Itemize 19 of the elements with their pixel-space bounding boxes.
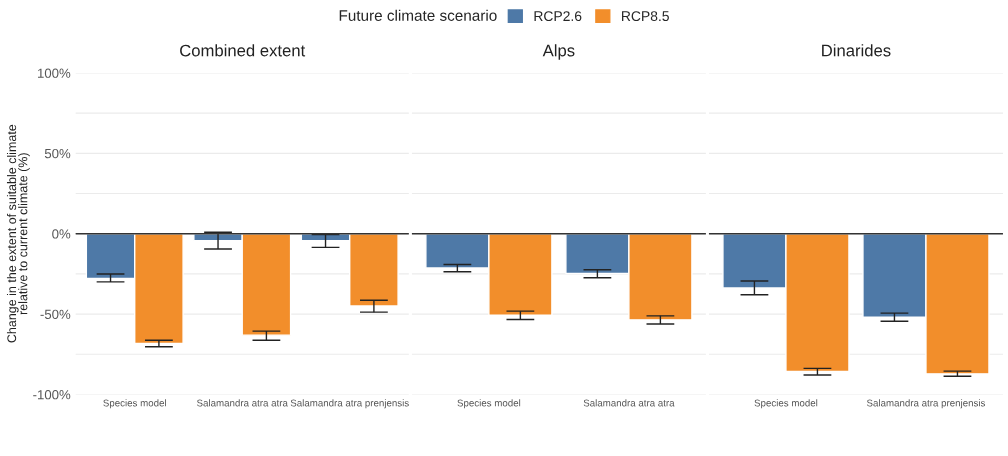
x-tick-label: Salamandra atra atra: [197, 399, 288, 407]
chart-title: Alps: [542, 44, 575, 60]
y-tick-label: 100%: [38, 68, 71, 78]
legend-title: Future climate scenario: [339, 9, 497, 21]
x-tick-label: Salamandra atra prenjensis: [290, 399, 409, 409]
chart-title: Dinarides: [822, 44, 891, 57]
legend-label: RCP8.5: [622, 11, 669, 22]
y-tick-label: -100%: [33, 390, 71, 400]
x-tick-label: Salamandra atra prenjensis: [866, 399, 986, 409]
x-tick-label: Salamandra atra atra: [583, 399, 675, 407]
x-tick-label: Species model: [754, 399, 818, 409]
y-tick-label: -50%: [40, 309, 71, 319]
x-tick-label: Species model: [457, 399, 521, 409]
chart-title: Combined extent: [180, 44, 306, 57]
y-tick-label: 50%: [44, 148, 71, 159]
y-axis-title: Change in the extent of suitable climate relative to current climate (%): [6, 124, 30, 343]
x-tick-label: Species model: [103, 399, 166, 409]
y-tick-label: 0%: [52, 229, 71, 239]
legend-label: RCP2.6: [534, 11, 582, 22]
